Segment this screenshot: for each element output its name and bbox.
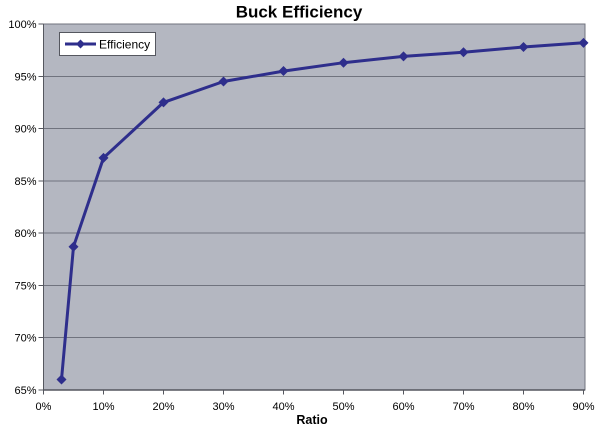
x-tick-label: 20% <box>152 401 174 413</box>
legend: Efficiency <box>59 32 156 56</box>
y-tick-label: 75% <box>14 280 36 292</box>
x-tick-label: 80% <box>512 401 534 413</box>
y-axis-labels: 65% 70% 75% 80% 85% 90% 95% 100% <box>8 19 36 397</box>
y-tick-label: 100% <box>8 19 36 31</box>
x-tick-label: 40% <box>272 401 294 413</box>
x-axis-labels: 0% 10% 20% 30% 40% 50% 60% 70% 80% 90% <box>36 401 595 413</box>
x-tick-label: 30% <box>212 401 234 413</box>
data-point-marker <box>218 76 229 87</box>
series-markers <box>56 37 589 385</box>
y-tick-label: 65% <box>14 385 36 397</box>
legend-diamond-marker-icon <box>76 39 85 49</box>
x-tick-label: 70% <box>452 401 474 413</box>
data-point-marker <box>578 37 589 48</box>
y-tick-label: 85% <box>14 176 36 188</box>
x-axis-title: Ratio <box>296 413 328 427</box>
y-tick-label: 90% <box>14 124 36 136</box>
y-tick-label: 80% <box>14 228 36 240</box>
y-tick-label: 70% <box>14 333 36 345</box>
data-point-marker <box>338 57 349 68</box>
data-point-marker <box>518 42 529 53</box>
plot-area <box>43 23 586 391</box>
x-tick-label: 10% <box>92 401 114 413</box>
chart-title: Buck Efficiency <box>236 3 363 22</box>
data-point-marker <box>56 374 67 385</box>
x-tick-label: 50% <box>332 401 354 413</box>
y-axis-ticks <box>38 23 44 391</box>
data-point-marker <box>278 66 289 77</box>
x-tick-label: 0% <box>36 401 52 413</box>
y-tick-label: 95% <box>14 71 36 83</box>
data-point-marker <box>158 97 169 108</box>
data-point-marker <box>98 152 109 163</box>
x-tick-label: 90% <box>572 401 594 413</box>
data-point-marker <box>458 47 469 58</box>
legend-box <box>59 32 156 56</box>
x-tick-label: 60% <box>392 401 414 413</box>
data-point-marker <box>398 51 409 62</box>
data-point-marker <box>68 241 79 252</box>
legend-label: Efficiency <box>99 38 150 52</box>
